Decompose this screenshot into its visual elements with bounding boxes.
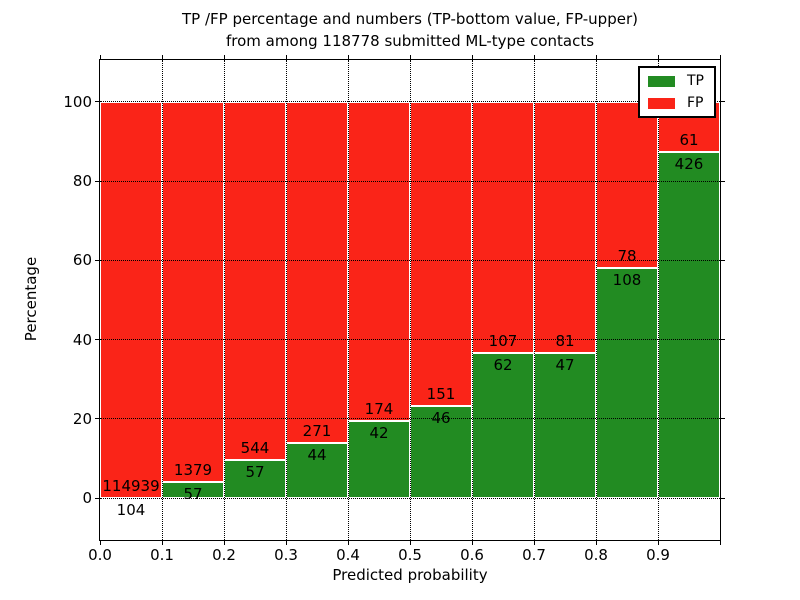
- y-tick-mark: [95, 101, 99, 103]
- bar-segment-fp: [224, 101, 286, 461]
- y-tick-mark: [95, 339, 99, 341]
- x-tick-mark: [223, 541, 225, 545]
- y-tick-label: 60: [72, 251, 92, 270]
- y-tick-label: 0: [82, 489, 92, 508]
- legend-item-label: TP: [687, 73, 704, 89]
- x-tick-label: 0.2: [212, 546, 236, 564]
- y-tick-label: 80: [72, 172, 92, 191]
- x-tick-mark: [409, 541, 411, 545]
- bars-layer: [100, 60, 720, 540]
- x-tick-mark: [471, 541, 473, 545]
- bar-segment-tp: [286, 442, 348, 498]
- x-tick-label: 0.8: [584, 546, 608, 564]
- x-tick-mark: [657, 541, 659, 545]
- bar-segment-fp: [596, 101, 658, 269]
- y-tick-label: 40: [72, 330, 92, 349]
- y-tick-mark: [95, 497, 99, 499]
- x-tick-mark: [657, 55, 659, 59]
- chart-title-line2: from among 118778 submitted ML-type cont…: [225, 32, 595, 50]
- bar-segment-fp: [348, 101, 410, 421]
- y-tick-mark: [95, 180, 99, 182]
- y-tick-mark: [721, 101, 725, 103]
- y-tick-mark: [721, 259, 725, 261]
- legend-item: TP: [648, 74, 704, 88]
- x-tick-mark: [223, 55, 225, 59]
- x-tick-mark: [533, 55, 535, 59]
- x-tick-mark: [99, 541, 101, 545]
- y-tick-mark: [721, 339, 725, 341]
- bar-segment-tp: [410, 405, 472, 498]
- y-tick-mark: [95, 418, 99, 420]
- y-tick-mark: [95, 259, 99, 261]
- x-tick-mark: [719, 541, 721, 545]
- legend-item: FP: [648, 96, 704, 110]
- legend: TP FP: [638, 66, 716, 118]
- bar-segment-fp: [534, 101, 596, 353]
- tp-legend-swatch: [648, 75, 675, 87]
- bar-segment-tp: [472, 352, 534, 498]
- x-axis-title: Predicted probability: [332, 566, 488, 584]
- y-tick-mark: [721, 497, 725, 499]
- bar-segment-fp: [162, 101, 224, 483]
- bar-segment-tp: [534, 352, 596, 498]
- x-tick-label: 0.3: [274, 546, 298, 564]
- x-tick-mark: [285, 55, 287, 59]
- fp-legend-swatch: [648, 97, 675, 109]
- bar-segment-fp: [472, 101, 534, 353]
- y-tick-mark: [721, 180, 725, 182]
- x-tick-mark: [161, 55, 163, 59]
- x-tick-mark: [347, 55, 349, 59]
- chart-title-line1: TP /FP percentage and numbers (TP-bottom…: [182, 10, 638, 28]
- x-tick-label: 0.7: [522, 546, 546, 564]
- y-tick-label: 100: [63, 92, 92, 111]
- x-tick-label: 0.4: [336, 546, 360, 564]
- x-tick-mark: [533, 541, 535, 545]
- bar-segment-tp: [658, 151, 720, 498]
- legend-item-label: FP: [687, 95, 704, 111]
- x-tick-label: 0.5: [398, 546, 422, 564]
- bar-segment-fp: [286, 101, 348, 443]
- plot-area: 114939 104 1379 57 544 57 271 44 174 42 151 46 107 62…: [100, 60, 720, 540]
- y-tick-mark: [721, 418, 725, 420]
- bar-segment-tp: [162, 482, 224, 499]
- x-tick-mark: [285, 541, 287, 545]
- x-tick-label: 0.9: [646, 546, 670, 564]
- bar-segment-fp: [410, 101, 472, 406]
- x-tick-mark: [347, 541, 349, 545]
- x-tick-label: 0.6: [460, 546, 484, 564]
- y-tick-label: 20: [72, 409, 92, 428]
- y-axis-title: Percentage: [22, 256, 40, 342]
- x-tick-mark: [161, 541, 163, 545]
- bar-segment-tp: [100, 497, 162, 500]
- x-tick-mark: [471, 55, 473, 59]
- bar-segment-fp: [100, 101, 162, 498]
- x-tick-mark: [99, 55, 101, 59]
- x-tick-label: 0.0: [88, 546, 112, 564]
- x-tick-mark: [719, 55, 721, 59]
- x-tick-mark: [595, 541, 597, 545]
- bar-segment-tp: [224, 460, 286, 498]
- bar-segment-tp: [348, 421, 410, 498]
- x-tick-mark: [595, 55, 597, 59]
- bar-segment-tp: [596, 268, 658, 498]
- chart-title: TP /FP percentage and numbers (TP-bottom…: [90, 8, 730, 52]
- x-tick-label: 0.1: [150, 546, 174, 564]
- x-tick-mark: [409, 55, 411, 59]
